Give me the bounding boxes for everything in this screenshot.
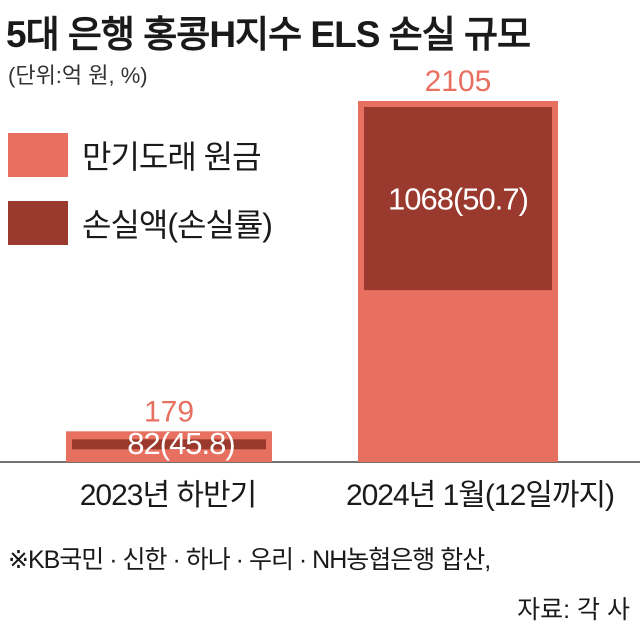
- bar-loss-0: [72, 439, 266, 450]
- legend-swatch-principal: [8, 133, 68, 177]
- footnote: ※KB국민 · 신한 · 하나 · 우리 · NH농협은행 합산,: [8, 546, 491, 574]
- chart-title: 5대 은행 홍콩H지수 ELS 손실 규모: [6, 14, 531, 55]
- unit-label: (단위:억 원, %): [8, 63, 148, 88]
- legend-swatch-loss: [8, 201, 68, 245]
- loss-label-0: 82(45.8): [127, 426, 234, 461]
- loss-label-1: 1068(50.7): [388, 182, 528, 217]
- source-label: 자료: 각 사: [517, 596, 630, 624]
- legend-item-principal: 만기도래 원금: [8, 132, 262, 178]
- legend-item-loss: 손실액(손실률): [8, 200, 273, 246]
- category-label-1: 2024년 1월(12일까지): [346, 479, 614, 512]
- legend-label-loss: 손실액(손실률): [82, 207, 273, 243]
- total-label-1: 2105: [425, 65, 492, 98]
- total-label-0: 179: [144, 395, 194, 428]
- bar-loss-1: [364, 107, 552, 291]
- category-label-0: 2023년 하반기: [80, 479, 256, 512]
- legend-label-principal: 만기도래 원금: [82, 139, 262, 175]
